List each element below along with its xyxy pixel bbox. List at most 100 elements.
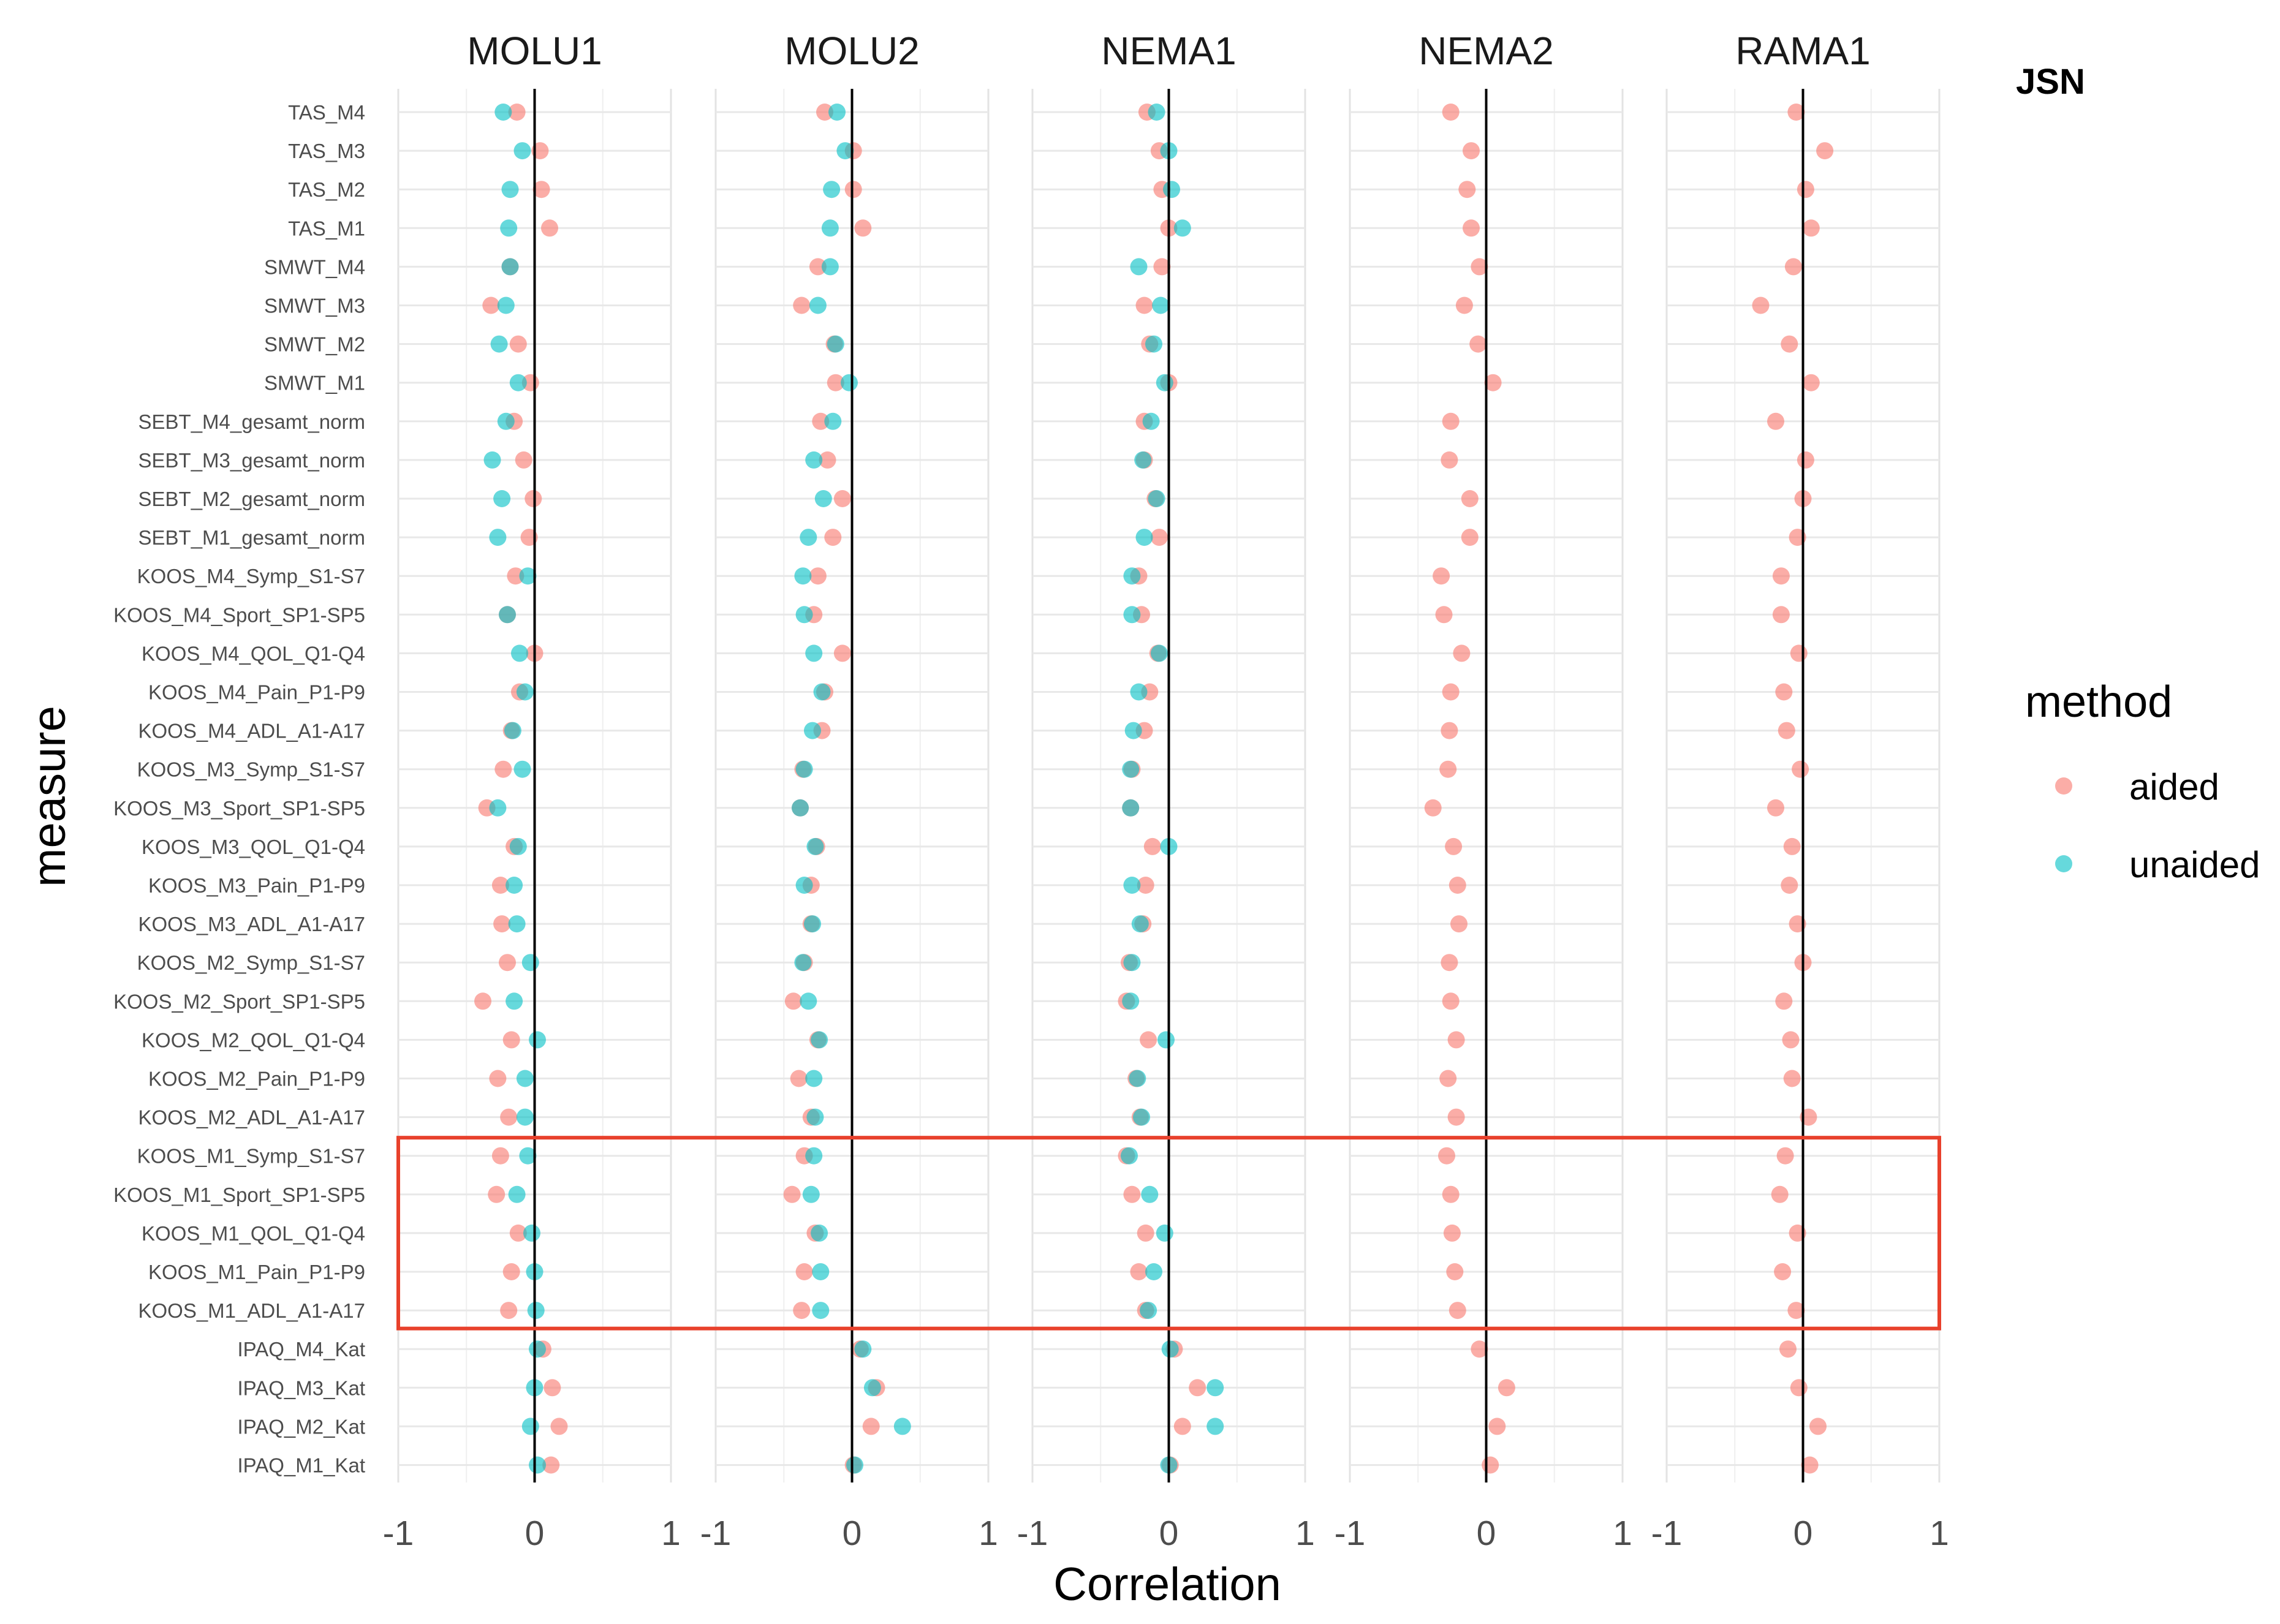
point-unaided (1150, 644, 1168, 662)
point-aided (1771, 1185, 1789, 1203)
point-unaided (800, 529, 817, 546)
facet-panel-molu2: MOLU2 (714, 29, 990, 1482)
point-aided (819, 451, 836, 469)
point-unaided (1123, 606, 1141, 624)
point-aided (1439, 760, 1457, 778)
point-aided (1783, 837, 1801, 855)
y-tick-label: KOOS_M3_Symp_S1-S7 (137, 758, 365, 781)
point-aided (1776, 1147, 1794, 1165)
facets-layer: MOLU1 MOLU2 NEMA1 NEMA2 RAMA1 (397, 29, 1941, 1482)
x-tick-label: 0 (843, 1514, 862, 1553)
x-tick-label: 1 (1295, 1514, 1315, 1553)
point-unaided (1123, 567, 1141, 585)
legend-marker-aided (2055, 777, 2072, 795)
facet-label: NEMA2 (1418, 29, 1554, 73)
point-aided (542, 1456, 560, 1474)
point-unaided (1156, 1224, 1173, 1242)
point-unaided (516, 1108, 534, 1126)
point-aided (502, 1263, 520, 1280)
x-tick-label: 0 (1159, 1514, 1179, 1553)
point-aided (1447, 1108, 1465, 1126)
facet-panel-nema1: NEMA1 (1031, 29, 1306, 1482)
point-aided (1772, 567, 1790, 585)
y-tick-label: TAS_M2 (288, 178, 365, 201)
point-unaided (500, 219, 518, 237)
point-unaided (497, 412, 515, 430)
point-aided (1424, 799, 1442, 817)
x-axis: -1 0 1 -1 0 1 -1 0 1 -1 0 1 -1 0 1 (383, 1514, 1949, 1553)
point-aided (1433, 567, 1450, 585)
legend: method aided unaided (2025, 678, 2260, 885)
point-aided (509, 335, 527, 353)
point-unaided (1121, 1147, 1138, 1165)
point-aided (1143, 837, 1161, 855)
point-unaided (509, 837, 527, 855)
point-unaided (823, 181, 841, 198)
y-tick-label: KOOS_M1_ADL_A1-A17 (138, 1299, 365, 1322)
legend-marker-unaided (2055, 855, 2072, 872)
point-aided (1123, 1185, 1141, 1203)
y-tick-label: SMWT_M4 (264, 255, 365, 278)
point-aided (1438, 1147, 1455, 1165)
facet-label: RAMA1 (1735, 29, 1871, 73)
point-unaided (493, 490, 511, 507)
point-aided (491, 1147, 509, 1165)
point-unaided (501, 258, 519, 276)
point-unaided (519, 567, 537, 585)
point-aided (833, 490, 851, 507)
point-aided (793, 296, 811, 314)
point-aided (1482, 1456, 1499, 1474)
point-unaided (506, 877, 523, 894)
highlight-layer (396, 1136, 1941, 1331)
point-unaided (836, 142, 854, 160)
point-aided (1790, 644, 1808, 662)
legend-title: method (2025, 678, 2172, 727)
y-tick-label: SEBT_M3_gesamt_norm (138, 449, 366, 472)
point-aided (1775, 683, 1793, 701)
point-aided (482, 296, 500, 314)
point-aided (1787, 104, 1805, 121)
point-aided (474, 992, 491, 1010)
point-unaided (511, 644, 528, 662)
point-aided (1781, 877, 1798, 894)
point-aided (1130, 1263, 1148, 1280)
point-unaided (1129, 1070, 1146, 1087)
point-aided (1140, 1031, 1157, 1049)
point-unaided (802, 1185, 820, 1203)
point-unaided (1133, 1108, 1150, 1126)
point-aided (1471, 258, 1488, 276)
x-tick-label: 0 (525, 1514, 545, 1553)
point-aided (809, 567, 827, 585)
point-unaided (1124, 722, 1142, 739)
point-aided (502, 1031, 520, 1049)
point-unaided (794, 954, 812, 972)
point-unaided (1148, 104, 1165, 121)
point-aided (500, 1302, 518, 1320)
facet-label: MOLU1 (467, 29, 602, 73)
point-unaided (805, 1147, 823, 1165)
point-unaided (521, 1418, 539, 1435)
point-unaided (1145, 335, 1162, 353)
point-unaided (1142, 412, 1160, 430)
point-unaided (508, 1185, 526, 1203)
legend-label-aided: aided (2129, 766, 2219, 807)
point-unaided (506, 992, 523, 1010)
point-aided (1767, 799, 1784, 817)
point-unaided (806, 837, 824, 855)
point-unaided (827, 335, 844, 353)
facet-label: MOLU2 (784, 29, 920, 73)
point-unaided (1148, 490, 1165, 507)
point-aided (1752, 296, 1770, 314)
point-aided (1782, 1031, 1800, 1049)
point-unaided (529, 1456, 546, 1474)
point-unaided (809, 296, 827, 314)
point-unaided (795, 760, 813, 778)
point-aided (515, 451, 532, 469)
point-aided (525, 490, 542, 507)
point-unaided (494, 104, 512, 121)
point-aided (1463, 142, 1480, 160)
point-aided (543, 1379, 561, 1397)
point-unaided (1206, 1379, 1224, 1397)
point-unaided (813, 683, 831, 701)
